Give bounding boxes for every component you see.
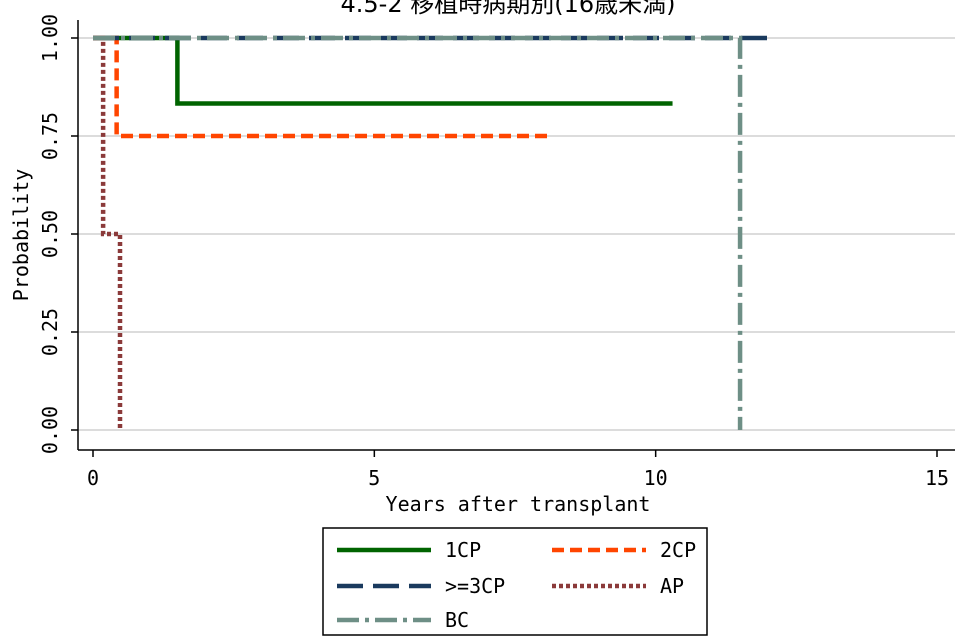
y-tick-label: 0.50: [38, 210, 62, 258]
y-tick-label: 1.00: [38, 14, 62, 62]
legend-label: BC: [445, 608, 469, 632]
x-axis-label: Years after transplant: [386, 492, 651, 516]
y-tick-label: 0.75: [38, 112, 62, 160]
y-tick-label: 0.25: [38, 308, 62, 356]
y-axis-label: Probability: [9, 169, 33, 301]
legend-box: [322, 527, 708, 636]
x-tick-label: 10: [644, 466, 668, 490]
series-line-1cp: [93, 35, 673, 106]
series-line-bc: [93, 35, 743, 430]
x-tick-label: 5: [368, 466, 380, 490]
y-tick-label: 0.00: [38, 406, 62, 454]
legend-label: >=3CP: [445, 574, 505, 598]
plot-area: 0.00 0.25 0.50 0.75 1.00 0 5 10 15: [38, 14, 955, 490]
chart-title: 4.5-2 移植時病期別(16歳未満): [341, 0, 676, 18]
legend-label: AP: [660, 574, 684, 598]
legend: 1CP 2CP >=3CP AP BC: [322, 527, 708, 636]
x-tick-label: 0: [87, 466, 99, 490]
x-tick-label: 15: [925, 466, 949, 490]
series-line-ap: [93, 35, 123, 430]
series-line-2cp: [93, 35, 549, 139]
legend-label: 1CP: [445, 538, 481, 562]
legend-label: 2CP: [660, 538, 696, 562]
